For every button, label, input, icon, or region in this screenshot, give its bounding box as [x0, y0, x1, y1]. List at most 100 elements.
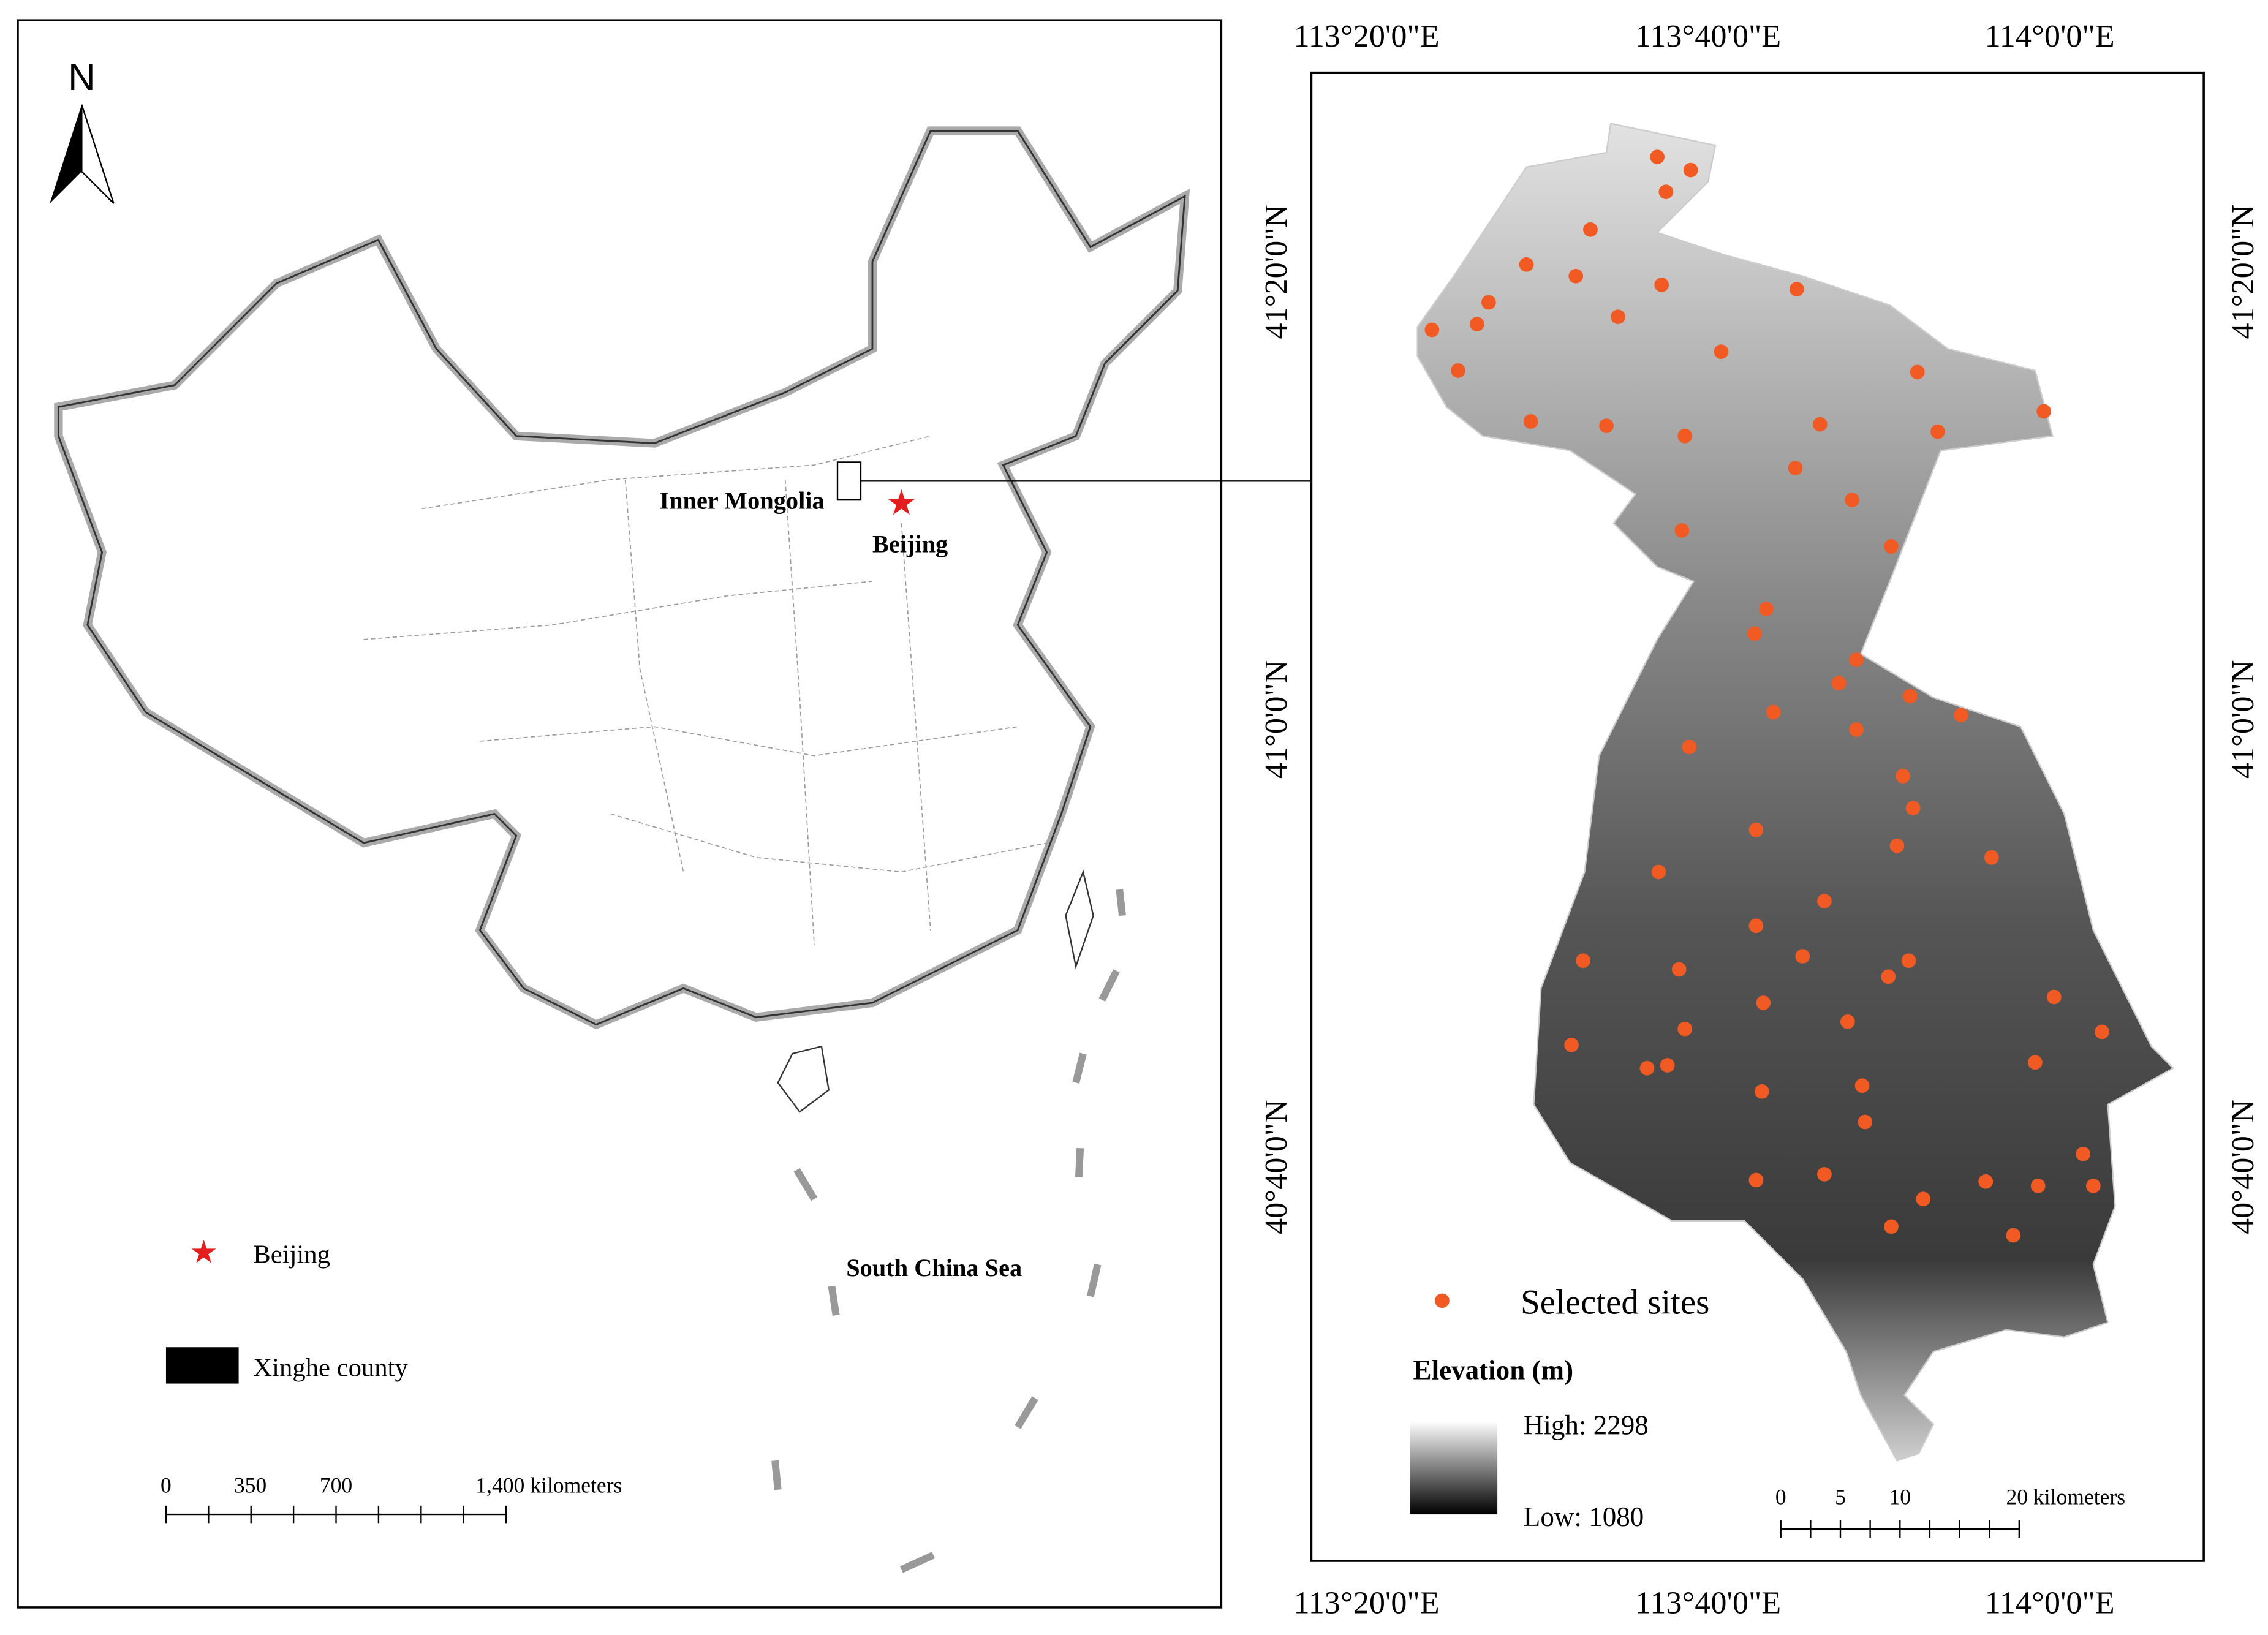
legend-label: Beijing [253, 1240, 330, 1269]
scale-label: 1,400 kilometers [475, 1473, 622, 1498]
site [1523, 414, 1538, 429]
site [1954, 708, 1968, 723]
site [1910, 364, 1925, 380]
country-line [57, 130, 1186, 1026]
site [2095, 1024, 2109, 1040]
site [1889, 838, 1905, 853]
legend-high: High: 2298 [1524, 1410, 1649, 1441]
site [1658, 184, 1674, 200]
site [1748, 822, 1764, 837]
site [1849, 652, 1864, 667]
site [1930, 424, 1945, 439]
beijing-star: ★ [886, 484, 917, 523]
site [1583, 222, 1598, 237]
site [1756, 995, 1771, 1010]
site [1651, 864, 1666, 880]
site [2046, 989, 2062, 1005]
lon-label: 113°20'0"E [1294, 18, 1440, 54]
site [1812, 417, 1828, 432]
site [1748, 1172, 1764, 1188]
legend-title: Elevation (m) [1413, 1354, 1574, 1385]
elevation-raster [1416, 123, 2175, 1462]
site [1639, 1060, 1655, 1076]
site [2030, 1179, 2046, 1193]
site [1481, 295, 1496, 310]
elevation-ramp [1410, 1421, 1498, 1515]
site [1683, 162, 1698, 178]
site [1817, 1167, 1832, 1182]
site [1451, 363, 1465, 378]
site [1903, 689, 1918, 704]
site [1831, 676, 1847, 690]
lat-label: 41°0'0"N [2225, 660, 2261, 779]
lon-label: 113°40'0"E [1635, 1585, 1781, 1620]
site [1748, 918, 1764, 934]
lat-label: 41°20'0"N [2225, 205, 2261, 339]
lon-label: 114°0'0"E [1985, 1585, 2115, 1620]
hainan [777, 1045, 830, 1113]
site [1795, 949, 1810, 964]
site [1845, 493, 1859, 507]
scale-label: 5 [1835, 1484, 1846, 1509]
lat-label: 41°0'0"N [1258, 660, 1294, 779]
legend-label: Selected sites [1521, 1283, 1709, 1322]
scale-label: 10 [1889, 1484, 1911, 1509]
site [1881, 969, 1896, 984]
site [1884, 539, 1899, 554]
site [1984, 850, 1999, 865]
site [1564, 1037, 1579, 1052]
site [1901, 953, 1916, 969]
site [1660, 1058, 1675, 1073]
legend-low: Low: 1080 [1524, 1501, 1644, 1532]
site [1654, 278, 1669, 292]
north-arrow [81, 104, 115, 204]
inner-mongolia-label: Inner Mongolia [659, 486, 824, 514]
site [1714, 344, 1729, 359]
site [1611, 309, 1625, 325]
site [1978, 1174, 1994, 1189]
site [1576, 953, 1590, 969]
site [1766, 704, 1781, 720]
legend-box [165, 1347, 239, 1384]
nine-dash-line [771, 889, 1126, 1573]
site [2028, 1055, 2043, 1070]
scale-label: 0 [1775, 1484, 1786, 1509]
site [1674, 523, 1690, 538]
site [1916, 1191, 1931, 1207]
site [1677, 428, 1693, 444]
site [1817, 894, 1832, 908]
site [1677, 1021, 1693, 1037]
scale-label: 350 [234, 1473, 266, 1498]
north-label: N [68, 56, 96, 99]
site [1519, 257, 1534, 272]
lon-label: 114°0'0"E [1985, 18, 2115, 54]
lat-label: 40°40'0"N [2225, 1100, 2261, 1234]
legend-star: ★ [189, 1235, 218, 1271]
sea-label: South China Sea [846, 1254, 1022, 1282]
beijing-label: Beijing [872, 531, 948, 558]
site [2085, 1179, 2101, 1193]
site [1671, 962, 1687, 977]
site [1884, 1219, 1899, 1234]
scale-label: 20 kilometers [2006, 1484, 2125, 1509]
lat-label: 41°20'0"N [1258, 205, 1294, 339]
scale-bar [165, 1505, 507, 1524]
site [2076, 1146, 2091, 1161]
legend-label: Xinghe county [253, 1354, 408, 1383]
site [1424, 322, 1440, 338]
site [1905, 801, 1921, 815]
site [2036, 404, 2052, 419]
site [1747, 626, 1762, 641]
site [1789, 282, 1804, 296]
site [2006, 1228, 2021, 1243]
site [1599, 418, 1614, 433]
sites [1424, 149, 2109, 1243]
site [1896, 769, 1910, 784]
lon-label: 113°40'0"E [1635, 18, 1781, 54]
site [1854, 1078, 1870, 1093]
scale-label: 700 [320, 1473, 352, 1498]
site [1568, 268, 1584, 284]
legend-site [1435, 1293, 1450, 1308]
